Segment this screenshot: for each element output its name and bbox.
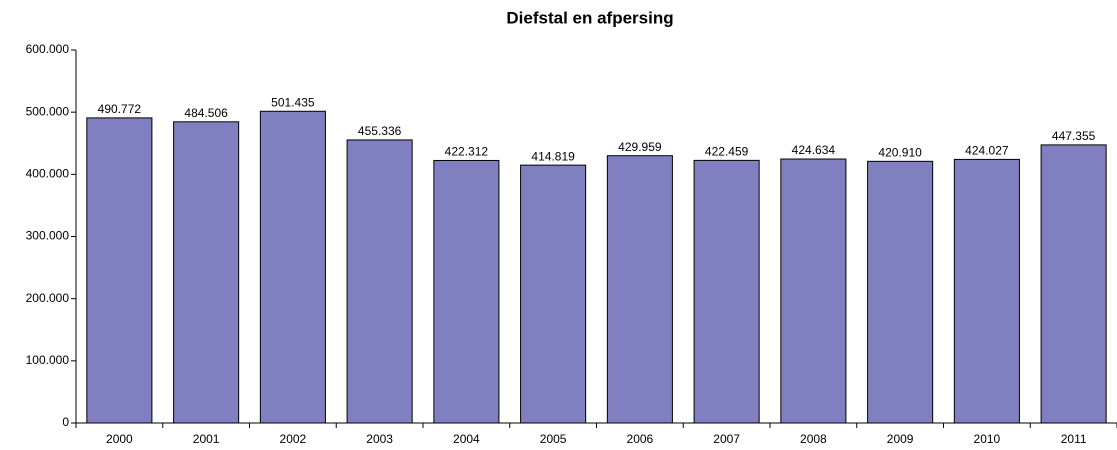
- x-tick-label: 2004: [453, 432, 480, 446]
- x-tick-label: 2006: [627, 432, 654, 446]
- bar: [433, 159, 500, 424]
- y-tick-label: 200.000: [26, 291, 70, 305]
- bar: [780, 158, 847, 424]
- x-tick-label: 2002: [280, 432, 307, 446]
- bar: [173, 121, 240, 424]
- x-tick-label: 2011: [1061, 432, 1087, 446]
- bar: [520, 164, 587, 424]
- data-label: 429.959: [618, 140, 662, 154]
- data-label: 420.910: [878, 146, 922, 160]
- x-tick-label: 2005: [540, 432, 567, 446]
- bar: [346, 139, 413, 424]
- data-label: 414.819: [531, 149, 575, 163]
- data-label: 422.312: [445, 145, 489, 159]
- x-tick-label: 2003: [366, 432, 393, 446]
- bar: [606, 155, 673, 424]
- x-tick-label: 2009: [887, 432, 914, 446]
- y-tick-label: 300.000: [26, 229, 70, 243]
- y-tick-label: 500.000: [26, 104, 70, 118]
- data-label: 422.459: [705, 145, 749, 159]
- data-label: 490.772: [98, 102, 142, 116]
- y-tick-label: 0: [62, 415, 69, 429]
- x-tick-label: 2008: [800, 432, 827, 446]
- y-tick-label: 100.000: [26, 353, 70, 367]
- x-tick-label: 2000: [106, 432, 133, 446]
- data-label: 484.506: [184, 106, 228, 120]
- bar: [259, 110, 326, 424]
- x-tick-label: 2010: [974, 432, 1001, 446]
- data-label: 455.336: [358, 124, 402, 138]
- data-label: 501.435: [271, 95, 315, 109]
- x-tick-label: 2001: [193, 432, 220, 446]
- chart-title: Diefstal en afpersing: [506, 8, 673, 27]
- data-label: 424.027: [965, 144, 1009, 158]
- x-tick-label: 2007: [713, 432, 740, 446]
- bar: [86, 117, 153, 424]
- bar: [693, 159, 760, 424]
- y-tick-label: 600.000: [26, 42, 70, 56]
- bar: [953, 158, 1020, 424]
- data-label: 447.355: [1052, 129, 1096, 143]
- bar: [1040, 144, 1107, 424]
- bar: [867, 160, 934, 424]
- data-label: 424.634: [792, 143, 836, 157]
- y-tick-label: 400.000: [26, 167, 70, 181]
